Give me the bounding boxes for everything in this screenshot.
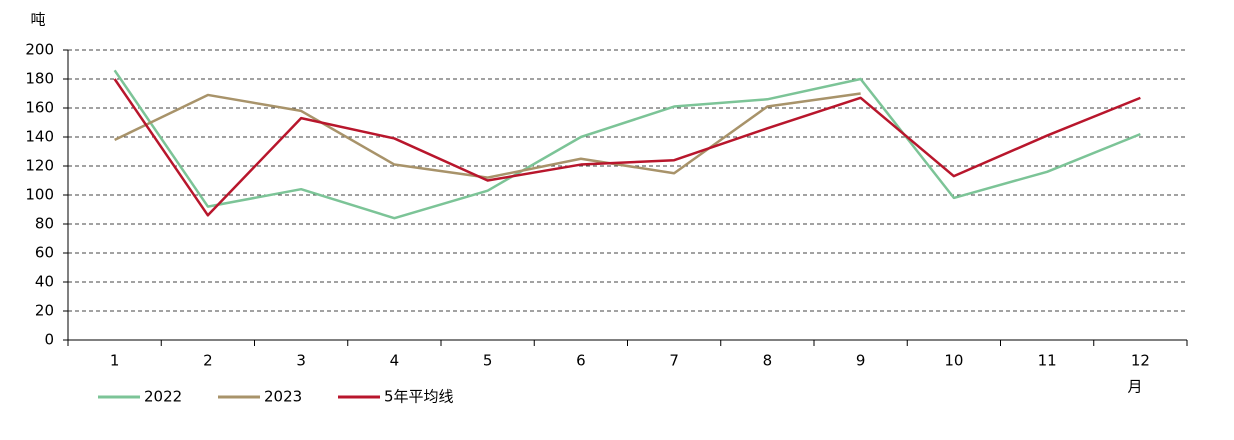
x-tick-label: 9 [856, 352, 866, 370]
x-tick-label: 2 [203, 352, 213, 370]
series-line [113, 78, 1141, 217]
legend-label: 2023 [264, 388, 302, 406]
legend-label: 2022 [144, 388, 182, 406]
y-tick-label: 100 [25, 186, 54, 204]
y-tick-label: 20 [35, 302, 54, 320]
x-tick-label: 3 [296, 352, 306, 370]
y-tick-label: 80 [35, 215, 54, 233]
y-tick-label: 40 [35, 273, 54, 291]
y-tick-label: 60 [35, 244, 54, 262]
x-tick-label: 10 [944, 352, 963, 370]
y-tick-label: 160 [25, 99, 54, 117]
y-tick-label: 120 [25, 157, 54, 175]
x-tick-label: 1 [110, 352, 120, 370]
x-tick-label: 12 [1131, 352, 1150, 370]
x-tick-label: 4 [390, 352, 400, 370]
x-tick-label: 8 [763, 352, 773, 370]
x-axis-unit: 月 [1127, 378, 1142, 396]
y-tick-label: 140 [25, 128, 54, 146]
x-tick-label: 7 [669, 352, 679, 370]
y-axis-unit: 吨 [30, 11, 45, 29]
legend-label: 5年平均线 [384, 388, 454, 406]
y-tick-label: 0 [44, 331, 54, 349]
x-tick-label: 6 [576, 352, 586, 370]
x-tick-label: 11 [1038, 352, 1057, 370]
series-line [114, 92, 861, 179]
y-tick-label: 180 [25, 70, 54, 88]
series-line [113, 69, 1141, 220]
x-tick-label: 5 [483, 352, 493, 370]
y-tick-label: 200 [25, 41, 54, 59]
